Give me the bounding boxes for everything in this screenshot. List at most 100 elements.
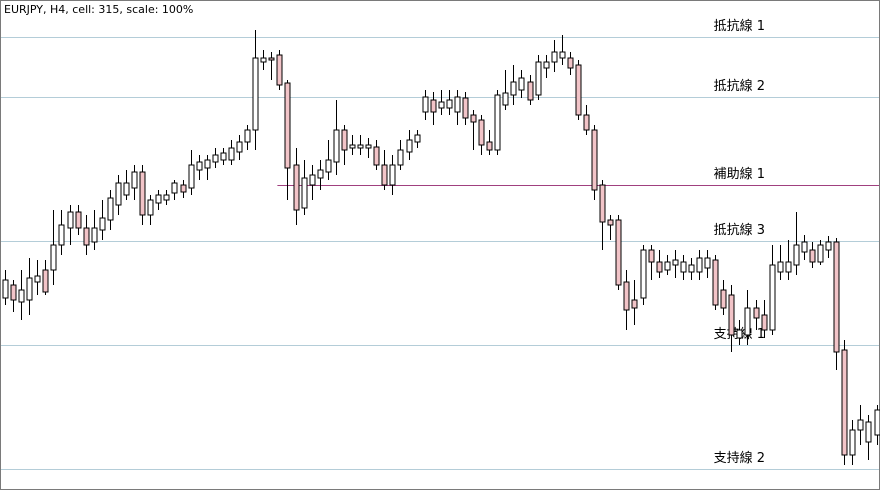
candle-body (196, 161, 203, 171)
candle-body (817, 244, 824, 263)
candle-body (502, 92, 509, 106)
candle-body (325, 159, 332, 173)
level-label: 抵抗線 1 (714, 18, 765, 34)
candle-body (2, 279, 9, 299)
candle-body (406, 139, 413, 153)
candle-body (268, 57, 275, 61)
candle-body (284, 82, 291, 169)
candle-body (599, 184, 606, 223)
candle-body (115, 182, 122, 206)
candle-body (857, 419, 864, 431)
candle-body (446, 99, 453, 109)
candle-body (470, 114, 477, 123)
candle-body (559, 51, 566, 59)
candle-body (849, 429, 856, 456)
candle-body (801, 241, 808, 253)
candle-body (244, 129, 251, 143)
candle-body (744, 307, 751, 336)
candle-body (228, 147, 235, 161)
candle-body (825, 241, 832, 251)
candle-body (664, 261, 671, 271)
candle-body (777, 261, 784, 273)
candle-body (430, 99, 437, 113)
candle-body (607, 219, 614, 226)
candle-body (365, 144, 372, 149)
candle-body (204, 159, 211, 169)
candle-body (397, 149, 404, 166)
candle-body (171, 182, 178, 194)
candle-body (478, 119, 485, 146)
candle-body (640, 249, 647, 299)
candle-body (575, 64, 582, 116)
candle-body (163, 194, 170, 201)
candle-body (793, 244, 800, 266)
candle-body (736, 329, 743, 339)
candle-body (623, 281, 630, 311)
candle-body (631, 299, 638, 309)
candle-body (26, 277, 33, 301)
level-label: 支持線 2 (714, 450, 765, 466)
candle-body (438, 101, 445, 109)
candle-body (83, 227, 90, 246)
candle-body (220, 152, 227, 161)
candle-body (865, 421, 872, 443)
level-label: 抵抗線 2 (714, 78, 765, 94)
candle-body (107, 197, 114, 221)
candle-body (454, 96, 461, 113)
candle-body (680, 261, 687, 273)
candle-body (672, 259, 679, 266)
candle-body (494, 94, 501, 151)
level-label: 補助線 1 (714, 166, 765, 182)
candle-body (769, 264, 776, 331)
candle-body (510, 81, 517, 96)
candle-body (50, 244, 57, 271)
chart-title: EURJPY, H4, cell: 315, scale: 100% (4, 3, 193, 16)
candle-body (188, 164, 195, 189)
candle-body (99, 217, 106, 231)
candle-body (75, 211, 82, 229)
candle-body (518, 77, 525, 91)
candle-body (688, 264, 695, 273)
candle-body (212, 154, 219, 163)
candle-body (833, 241, 840, 353)
candle-body (381, 164, 388, 186)
candle-body (874, 409, 880, 436)
candle-body (252, 57, 259, 131)
candle-body (389, 164, 396, 186)
candle-body (349, 144, 356, 149)
candle-body (293, 164, 300, 211)
candle-body (357, 144, 364, 149)
candle-body (67, 211, 74, 229)
candle-body (728, 294, 735, 336)
candle-body (422, 96, 429, 113)
level-label: 抵抗線 3 (714, 222, 765, 238)
candle-body (34, 275, 41, 283)
candle-body (704, 257, 711, 269)
candle-body (341, 129, 348, 151)
candle-body (373, 146, 380, 166)
candle-body (147, 199, 154, 216)
candle-body (720, 289, 727, 309)
candle-body (809, 249, 816, 263)
candle-body (543, 61, 550, 69)
candle-body (462, 97, 469, 119)
candle-body (139, 171, 146, 216)
candle-body (527, 81, 534, 101)
candle-body (753, 307, 760, 319)
candle-body (236, 141, 243, 153)
candle-body (260, 57, 267, 63)
candle-body (551, 51, 558, 63)
candle-body (535, 61, 542, 96)
candle-body (276, 54, 283, 86)
candle-body (301, 177, 308, 209)
candle-body (583, 114, 590, 131)
candle-body (131, 171, 138, 189)
candle-body (761, 314, 768, 331)
candle-body (123, 182, 130, 196)
candle-body (309, 174, 316, 186)
candle-body (180, 184, 187, 193)
candle-body (18, 289, 25, 303)
candle-body (712, 259, 719, 306)
